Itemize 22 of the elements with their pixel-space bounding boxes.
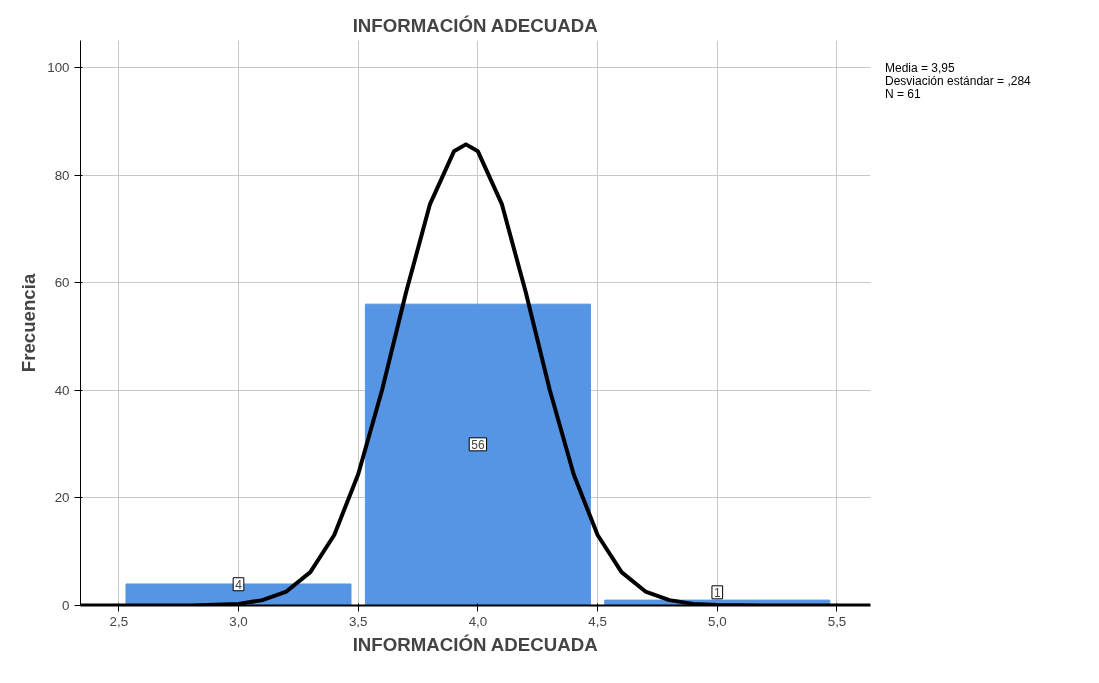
x-tick-label: 4,5 xyxy=(588,613,607,629)
y-tick-label: 0 xyxy=(62,598,70,613)
x-tick-label: 5,5 xyxy=(827,613,847,629)
y-tick-label: 100 xyxy=(47,59,70,75)
data-label: 56 xyxy=(471,437,485,452)
text: Desviación estándar = ,284 xyxy=(885,74,1031,88)
text: Media = 3,95 xyxy=(885,61,956,75)
y-tick-label: 80 xyxy=(54,167,70,183)
x-axis-title: INFORMACIÓN ADECUADA xyxy=(352,633,598,655)
x-tick-label: 2,5 xyxy=(109,613,129,629)
x-tick-label: 5,0 xyxy=(708,613,727,629)
x-tick-label: 4,0 xyxy=(468,613,488,629)
data-label: 4 xyxy=(235,577,243,592)
data-label: 1 xyxy=(713,585,721,600)
y-axis-title: Frecuencia xyxy=(18,273,40,373)
chart-title: INFORMACIÓN ADECUADA xyxy=(352,14,598,36)
y-tick-label: 60 xyxy=(54,275,70,291)
y-tick-label: 20 xyxy=(54,490,70,506)
text: N = 61 xyxy=(885,87,922,101)
y-tick-label: 40 xyxy=(54,382,70,398)
x-tick-label: 3,0 xyxy=(229,613,248,629)
x-tick-label: 3,5 xyxy=(348,613,368,629)
